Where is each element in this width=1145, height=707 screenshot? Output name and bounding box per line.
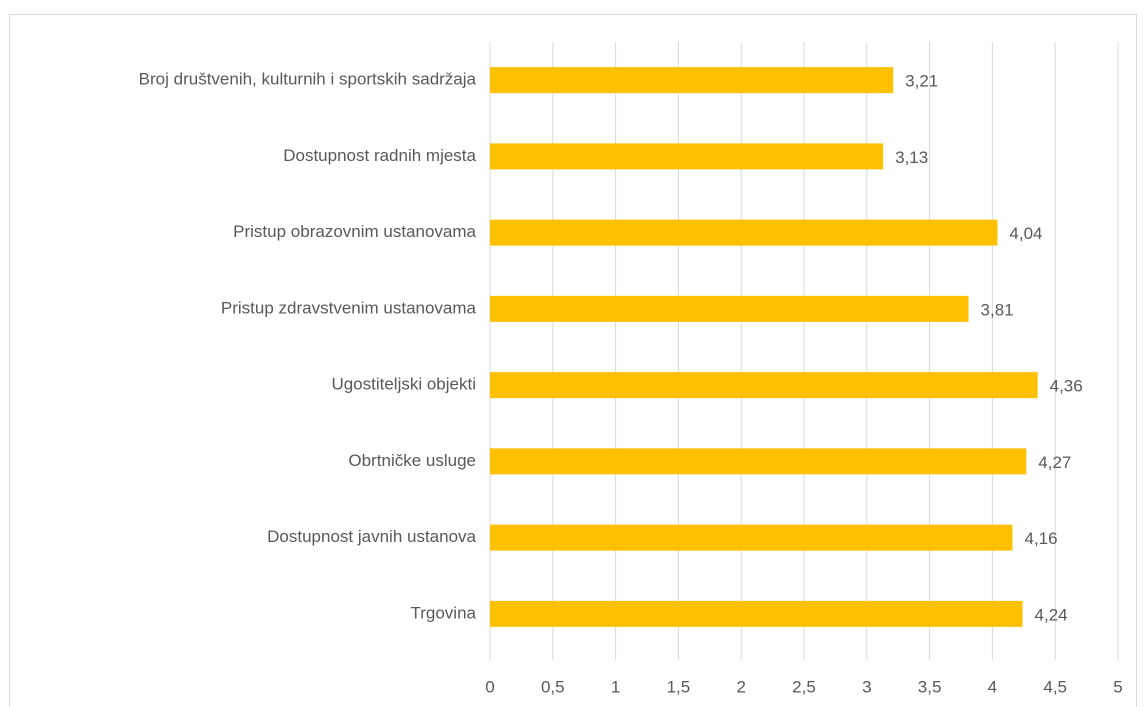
data-label: 4,16	[1024, 529, 1057, 548]
bar	[490, 448, 1027, 475]
y-tick-label: Ugostiteljski objekti	[331, 375, 476, 394]
x-tick-label: 2,5	[792, 677, 816, 696]
y-tick-label: Dostupnost javnih ustanova	[267, 527, 476, 546]
data-label: 3,13	[895, 148, 928, 167]
x-tick-label: 1,5	[667, 677, 691, 696]
data-label: 4,04	[1009, 224, 1042, 243]
y-tick-label: Trgovina	[410, 603, 476, 622]
x-tick-label: 0	[485, 677, 494, 696]
x-tick-label: 4,5	[1043, 677, 1067, 696]
data-label: 4,27	[1038, 453, 1071, 472]
bar	[490, 295, 969, 322]
data-label: 4,36	[1050, 377, 1083, 396]
y-tick-label: Dostupnost radnih mjesta	[283, 146, 476, 165]
x-tick-label: 0,5	[541, 677, 565, 696]
y-tick-label: Obrtničke usluge	[348, 451, 476, 470]
y-tick-label: Pristup obrazovnim ustanovama	[233, 222, 476, 241]
bar	[490, 143, 884, 170]
x-tick-label: 3	[862, 677, 871, 696]
data-label: 4,24	[1035, 605, 1068, 624]
bar	[490, 67, 894, 94]
x-tick-label: 2	[736, 677, 745, 696]
data-label: 3,81	[981, 300, 1014, 319]
y-tick-label: Broj društvenih, kulturnih i sportskih s…	[139, 70, 477, 89]
data-label: 3,21	[905, 72, 938, 91]
x-tick-label: 3,5	[918, 677, 942, 696]
bar	[490, 219, 998, 246]
x-tick-label: 4	[988, 677, 997, 696]
y-tick-label: Pristup zdravstvenim ustanovama	[221, 298, 477, 317]
x-tick-label: 5	[1113, 677, 1122, 696]
bar	[490, 600, 1023, 627]
bar	[490, 372, 1038, 399]
x-tick-label: 1	[611, 677, 620, 696]
chart-border	[9, 14, 1137, 707]
bar	[490, 524, 1013, 551]
